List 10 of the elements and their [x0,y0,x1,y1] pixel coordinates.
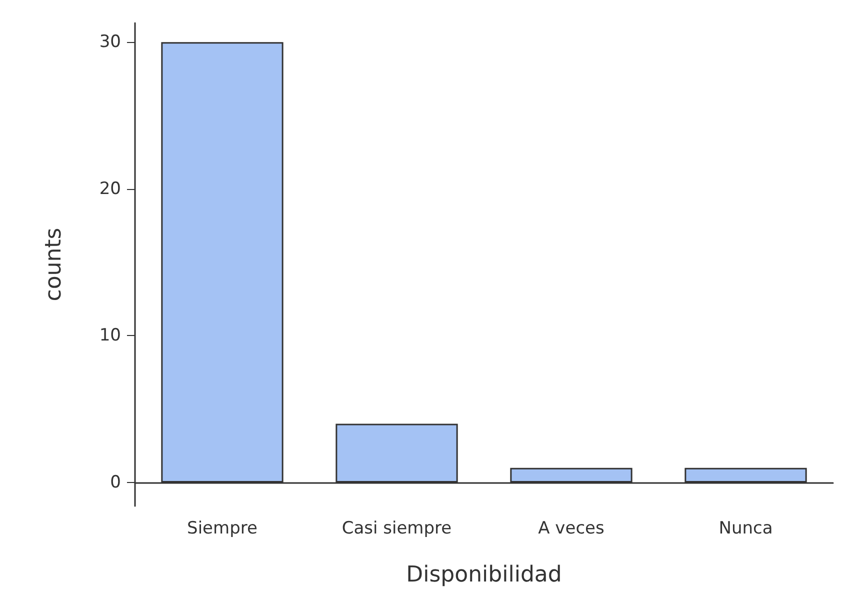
x-tick-label: Casi siempre [342,518,452,538]
y-axis-title: counts [42,228,66,302]
y-tick-label: 10 [99,326,121,346]
x-axis-title: Disponibilidad [406,562,562,588]
y-tick-label: 30 [99,32,121,52]
x-tick-label: Siempre [187,518,258,538]
x-tick-label: A veces [538,518,604,538]
y-tick-label: 20 [99,178,121,199]
y-tick-label: 0 [110,472,121,493]
x-tick-label: Nunca [718,518,773,538]
